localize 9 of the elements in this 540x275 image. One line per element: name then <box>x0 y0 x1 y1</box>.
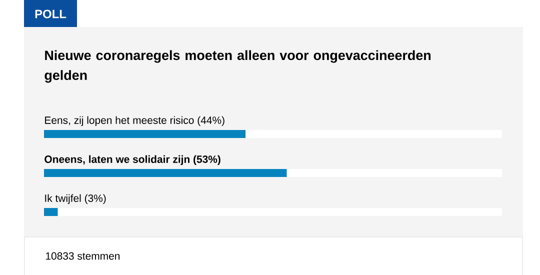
y-tick-label: Oneens, laten we solidair zijn <box>44 155 190 166</box>
chart-title: Nieuwe coronaregels moeten alleen voor ongevaccineerden gelden <box>44 50 431 83</box>
text: 10833 stemmen <box>46 252 120 260</box>
data-label: (53%) <box>194 155 220 166</box>
data-label: (3%) <box>84 194 106 204</box>
y-tick-label: Ik twijfel <box>45 194 81 204</box>
data-label: (44%) <box>198 116 224 126</box>
text: POLL <box>35 10 66 18</box>
y-tick-label: Eens, zij lopen het meeste risico <box>45 116 194 126</box>
